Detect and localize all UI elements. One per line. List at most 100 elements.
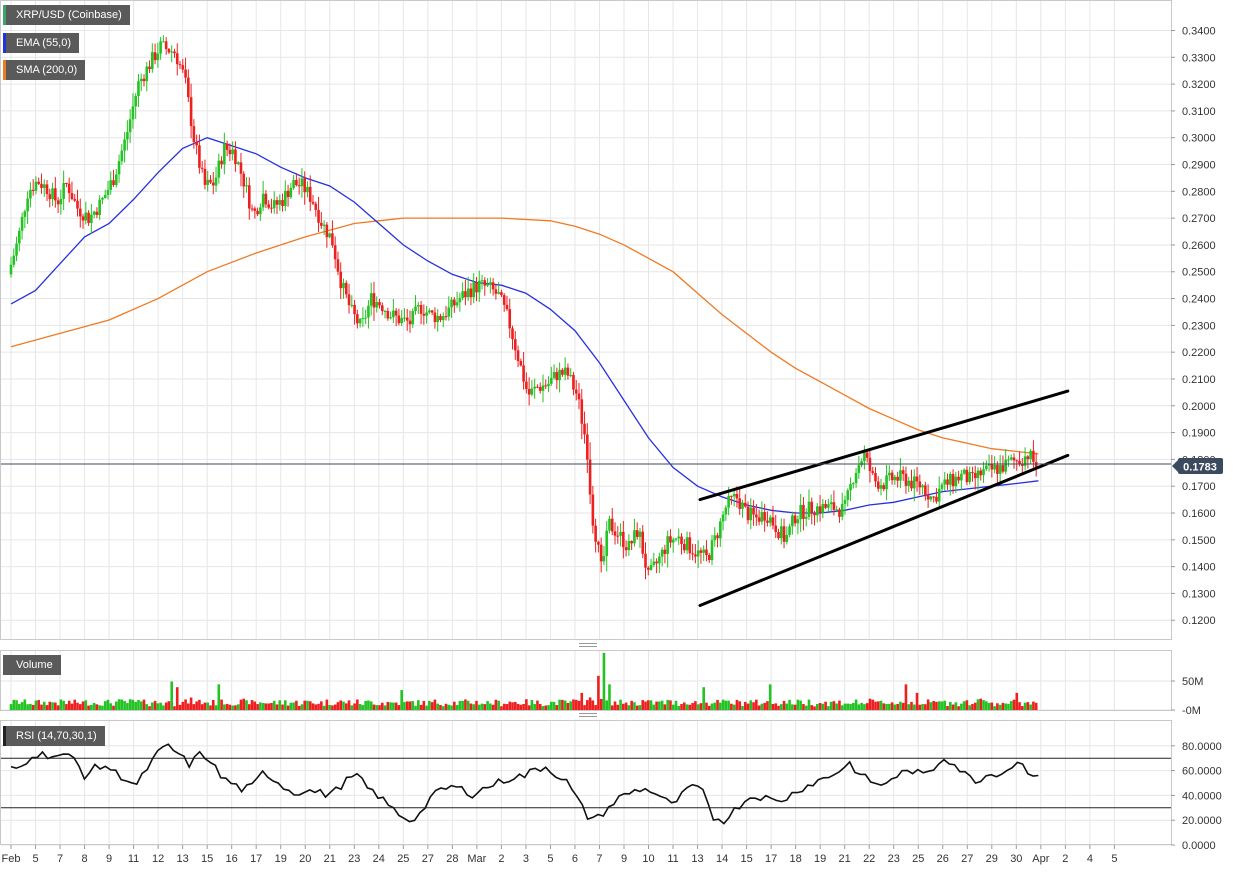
candle-body <box>1023 456 1027 466</box>
candle-body <box>633 530 636 544</box>
candle-body <box>694 554 697 557</box>
volume-bar <box>580 692 584 710</box>
candle-body <box>910 480 913 489</box>
volume-bar <box>849 703 852 710</box>
rsi-legend[interactable]: RSI (14,70,30,1) <box>3 726 105 746</box>
rsi-axis[interactable]: 80.0000 60.0000 40.0000 20.0000 0.0000 <box>1171 741 1222 852</box>
candle-body <box>466 288 470 298</box>
time-tick-label: 17 <box>765 853 777 865</box>
candle-body <box>106 189 110 195</box>
volume-bar <box>81 701 85 710</box>
volume-bar <box>910 701 913 710</box>
candle-body <box>741 502 744 509</box>
candle-body <box>547 383 550 387</box>
volume-bar <box>253 701 257 710</box>
volume-bar <box>54 702 57 710</box>
volume-bar <box>730 703 733 710</box>
volume-bar <box>303 700 307 710</box>
price-grid <box>1 1 1171 845</box>
candle-body <box>447 307 451 317</box>
volume-bar <box>358 704 362 710</box>
candle-body <box>821 503 825 513</box>
volume-bar <box>264 703 268 710</box>
symbol-legend[interactable]: XRP/USD (Coinbase) <box>3 5 130 25</box>
symbol-swatch <box>3 5 6 25</box>
price-tick-label: 0.1600 <box>1182 508 1216 520</box>
volume-bar <box>505 704 509 710</box>
candle-body <box>558 369 561 381</box>
volume-bar <box>62 700 65 710</box>
ema-legend[interactable]: EMA (55,0) <box>3 33 80 53</box>
candle-body <box>843 500 847 504</box>
time-axis[interactable]: Feb 5 7 8 9 11 12 13 15 16 17 19 20 21 23 24 25 27 28 Mar 2 3… <box>2 845 1118 865</box>
candle-body <box>411 311 415 325</box>
channel-trendlines[interactable] <box>698 389 1070 607</box>
volume-bar <box>619 699 622 710</box>
volume-bar <box>627 705 631 710</box>
volume-bar <box>574 699 578 710</box>
volume-series <box>9 653 1038 710</box>
candle-body <box>705 549 708 556</box>
volume-bar <box>286 705 290 710</box>
volume-bar <box>561 699 564 710</box>
sma-legend[interactable]: SMA (200,0) <box>3 60 86 80</box>
candle-body <box>990 464 994 470</box>
ema-legend-label: EMA (55,0) <box>16 37 72 49</box>
pane-resize-handle[interactable] <box>579 713 597 717</box>
candle-body <box>608 518 611 531</box>
volume-bar <box>705 702 708 710</box>
price-pane[interactable] <box>0 0 1172 640</box>
time-tick-label: 28 <box>446 853 458 865</box>
volume-bar <box>547 705 550 710</box>
volume-bar <box>295 700 298 710</box>
volume-bar <box>378 705 381 710</box>
candle-body <box>361 318 365 320</box>
candle-body <box>890 472 894 481</box>
rsi-pane[interactable] <box>0 720 1172 845</box>
candle-body <box>289 187 293 198</box>
candle-body <box>242 173 246 187</box>
volume-legend[interactable]: Volume <box>3 655 61 675</box>
candle-body <box>766 520 769 523</box>
candle-body <box>987 464 991 466</box>
volume-bar <box>394 702 398 710</box>
volume-bar <box>1021 706 1024 710</box>
time-tick-label: 8 <box>81 853 87 865</box>
candle-body <box>649 564 653 570</box>
volume-bar <box>90 704 93 710</box>
volume-bar <box>109 703 113 710</box>
candle-body <box>295 179 298 186</box>
volume-bar <box>178 704 182 710</box>
price-tick-label: 0.2500 <box>1182 267 1216 279</box>
time-tick-label: 14 <box>716 853 728 865</box>
volume-bar <box>622 703 625 710</box>
candle-body <box>328 233 331 238</box>
rsi-tick-label: 20.0000 <box>1182 815 1222 827</box>
candle-body <box>561 369 564 375</box>
candle-body <box>42 184 46 188</box>
candle-body <box>342 282 345 289</box>
candle-body <box>791 515 794 527</box>
volume-bar <box>838 700 841 710</box>
candle-body <box>439 315 442 321</box>
volume-axis[interactable]: 50M -0M <box>1171 676 1203 717</box>
volume-bar <box>885 704 888 710</box>
volume-bar <box>270 702 273 710</box>
candle-body <box>112 180 115 186</box>
candle-body <box>34 181 38 191</box>
volume-bar <box>42 701 46 710</box>
candle-body <box>912 476 916 489</box>
candle-body <box>73 199 77 201</box>
volume-bar <box>691 702 694 710</box>
price-axis[interactable]: 0.3400 0.3300 0.3200 0.3100 0.3000 0.2900 0.28… <box>1171 25 1216 627</box>
volume-bar <box>946 706 949 710</box>
volume-bar <box>311 703 315 710</box>
volume-bar <box>56 705 60 710</box>
candle-body <box>660 549 664 557</box>
candle-body <box>577 393 581 400</box>
volume-bar <box>630 700 633 710</box>
pane-resize-handle[interactable] <box>579 643 597 647</box>
volume-bar <box>306 700 309 710</box>
candle-body <box>453 299 456 306</box>
